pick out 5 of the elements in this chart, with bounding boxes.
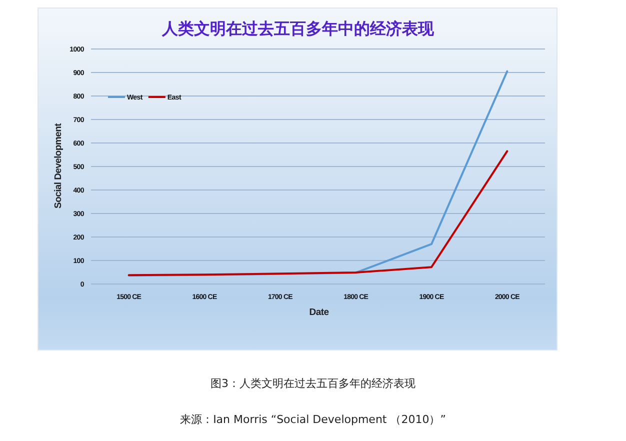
annotation: 图3：人类文明在过去五百多年的经济表现 [210,377,416,390]
y-axis-title: Social Development [53,124,64,208]
title: 人类文明在过去五百多年中的经济表现 [162,19,434,38]
annotation: 来源：Ian Morris “Social Development （2010）” [180,413,446,426]
x-axis-title: Date [309,307,329,318]
